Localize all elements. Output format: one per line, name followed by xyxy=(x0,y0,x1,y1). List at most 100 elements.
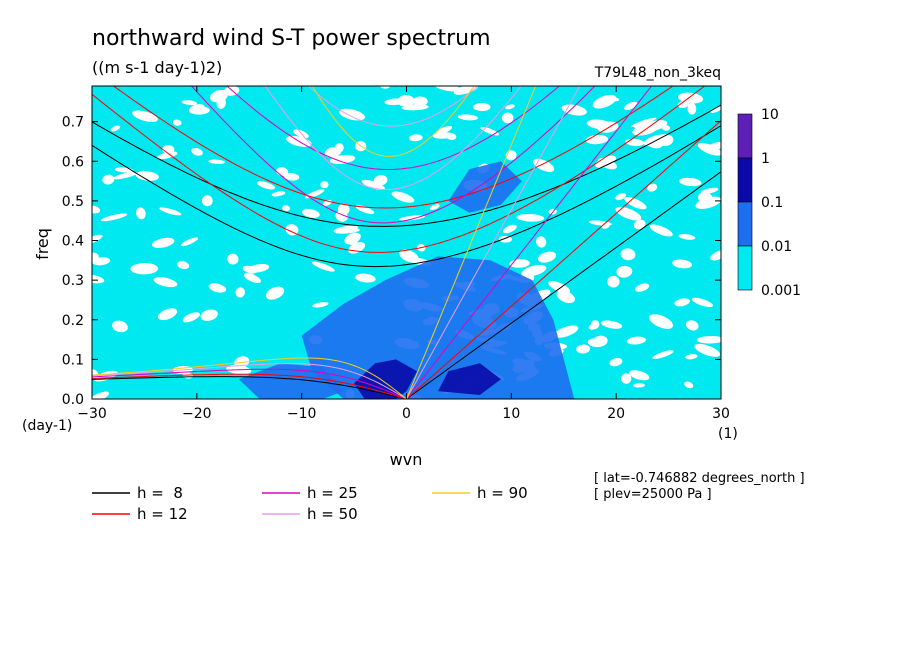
noise-blob xyxy=(110,125,121,132)
noise-blob xyxy=(609,357,623,367)
noise-blob xyxy=(432,132,455,139)
noise-blob xyxy=(191,147,203,156)
legend-label: h = 25 xyxy=(307,484,358,502)
noise-blob xyxy=(257,181,276,190)
noise-blob xyxy=(355,273,376,283)
colorbar-label: 0.001 xyxy=(761,283,801,299)
colorbar-label: 10 xyxy=(761,107,779,123)
y-axis-label: freq xyxy=(33,228,52,260)
noise-blob xyxy=(615,206,642,221)
y-tick-label: 0.0 xyxy=(62,392,84,408)
x-tick-label: 30 xyxy=(712,406,730,422)
y-tick-label: 0.1 xyxy=(62,352,84,368)
inertio-gravity-curve xyxy=(92,104,721,227)
noise-blob xyxy=(592,94,617,109)
noise-blob xyxy=(265,286,285,300)
noise-blob xyxy=(201,195,213,207)
noise-blob xyxy=(501,112,514,124)
chart-title: northward wind S-T power spectrum xyxy=(92,26,491,51)
rossby-curve xyxy=(92,373,407,399)
noise-blob xyxy=(620,248,636,261)
noise-blob xyxy=(696,335,721,344)
x-tick-label: −30 xyxy=(77,406,107,422)
noise-blob xyxy=(700,187,719,194)
noise-blob xyxy=(132,110,158,123)
noise-blob xyxy=(285,224,299,236)
noise-blob xyxy=(429,204,440,210)
noise-blob xyxy=(691,297,713,308)
noise-blob xyxy=(312,261,335,272)
noise-blob xyxy=(652,350,674,359)
y-axis-ticks: 0.0 0.1 0.2 0.3 0.4 0.5 0.6 0.7 xyxy=(62,115,721,408)
lat-note: [ lat=-0.746882 degrees_north ] xyxy=(594,471,805,486)
noise-blob xyxy=(710,106,721,114)
rossby-curve xyxy=(92,368,407,399)
noise-blob xyxy=(634,283,650,292)
noise-blob xyxy=(600,320,623,329)
x-tick-label: 0 xyxy=(402,406,411,422)
noise-blob xyxy=(502,224,517,234)
noise-blob xyxy=(329,154,356,164)
noise-blob xyxy=(208,159,225,164)
power-region xyxy=(301,256,575,399)
legend-label: h = 90 xyxy=(477,484,528,502)
noise-blob xyxy=(339,108,366,121)
noise-blob xyxy=(399,249,419,263)
noise-blob xyxy=(92,205,101,214)
noise-blob xyxy=(457,114,478,121)
y-tick-label: 0.5 xyxy=(62,194,84,210)
noise-blob xyxy=(401,104,429,111)
noise-blob xyxy=(576,344,591,354)
noise-blob xyxy=(633,383,646,388)
noise-blob xyxy=(678,177,702,187)
y-tick-label: 0.4 xyxy=(62,234,84,250)
noise-blob xyxy=(556,290,575,304)
noise-blob xyxy=(674,298,690,307)
noise-blob xyxy=(181,237,199,247)
colorbar-swatch xyxy=(737,245,753,291)
colorbar: 10 1 0.1 0.01 0.001 xyxy=(737,107,801,299)
noise-blob xyxy=(130,263,159,275)
noise-blob xyxy=(633,219,646,230)
noise-blob xyxy=(391,191,415,203)
noise-blob xyxy=(588,323,599,330)
noise-blob xyxy=(548,280,571,294)
chart-subtitle: ((m s-1 day-1)2) xyxy=(92,58,222,77)
noise-blob xyxy=(344,232,361,245)
noise-blob xyxy=(687,102,697,115)
colorbar-label: 1 xyxy=(761,151,770,167)
noise-blob xyxy=(100,213,128,222)
noise-blob xyxy=(177,261,190,270)
noise-blob xyxy=(399,215,426,221)
noise-blob xyxy=(243,273,261,283)
noise-blob xyxy=(159,207,182,216)
noise-blob xyxy=(337,203,350,216)
inertio-gravity-curve xyxy=(92,125,721,268)
rossby-curve xyxy=(92,376,407,399)
kelvin-curve xyxy=(406,120,721,399)
colorbar-label: 0.1 xyxy=(761,195,783,211)
noise-blob xyxy=(189,104,205,113)
kelvin-curve xyxy=(406,171,721,399)
colorbar-swatch xyxy=(737,157,753,203)
kelvin-curve xyxy=(406,86,653,399)
legend-label: h = 50 xyxy=(307,505,358,523)
x-tick-label: −10 xyxy=(287,406,317,422)
noise-blob xyxy=(412,96,428,107)
noise-blob xyxy=(172,119,182,126)
noise-blob xyxy=(181,100,198,106)
noise-blob xyxy=(694,343,721,357)
kelvin-curve xyxy=(406,86,537,399)
x-axis-label: wvn xyxy=(390,450,423,469)
noise-blob xyxy=(710,250,721,261)
y-tick-label: 0.6 xyxy=(62,154,84,170)
noise-blob xyxy=(505,104,515,110)
noise-blob xyxy=(537,251,557,263)
noise-blob xyxy=(615,193,627,201)
noise-blob xyxy=(157,308,178,321)
noise-blob xyxy=(685,320,699,331)
x-unit-label: (1) xyxy=(718,426,738,442)
noise-blob xyxy=(435,126,453,135)
noise-blob xyxy=(334,143,344,153)
